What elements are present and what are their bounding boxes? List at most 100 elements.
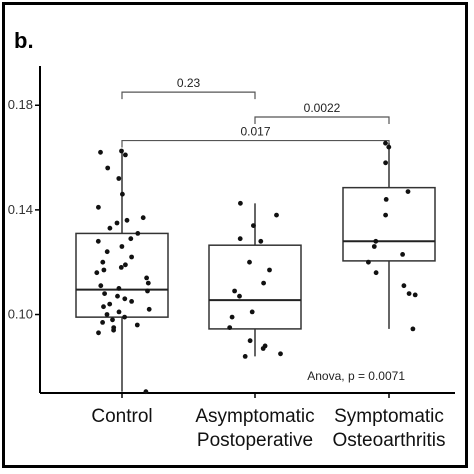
data-point xyxy=(383,197,389,202)
data-point xyxy=(238,200,243,206)
anova-annotation: Anova, p = 0.0071 xyxy=(307,369,405,383)
comparisons: 0.23 0.0022 0.017 xyxy=(121,76,390,148)
data-point xyxy=(371,244,377,249)
data-point xyxy=(122,314,127,320)
category-label-2: Symptomatic xyxy=(334,406,444,427)
data-point xyxy=(401,283,407,289)
data-point xyxy=(227,325,233,330)
box-rect xyxy=(342,186,436,262)
data-point xyxy=(129,299,135,304)
data-point xyxy=(260,346,266,351)
data-point xyxy=(110,317,115,323)
data-point xyxy=(258,238,264,244)
box-rect xyxy=(208,244,302,330)
data-point xyxy=(232,288,238,294)
figure-frame xyxy=(2,2,468,468)
data-point xyxy=(119,148,124,154)
data-point xyxy=(145,280,151,286)
data-point xyxy=(120,191,125,197)
data-point xyxy=(373,270,379,276)
data-point xyxy=(400,252,405,257)
data-point xyxy=(247,338,253,344)
data-point xyxy=(135,231,141,236)
category-label-0: Control xyxy=(91,406,152,427)
box-0 xyxy=(75,151,169,392)
data-point xyxy=(406,291,412,296)
y-tick-label: 0.18 xyxy=(8,97,33,112)
data-point xyxy=(123,262,128,268)
data-point xyxy=(100,320,105,325)
bracket-line xyxy=(254,116,390,125)
data-point xyxy=(94,270,100,276)
box-1 xyxy=(208,203,302,357)
data-point xyxy=(128,236,134,242)
data-point xyxy=(143,389,149,395)
data-point xyxy=(123,152,128,158)
data-point xyxy=(104,312,110,317)
box-2 xyxy=(342,143,436,329)
data-point xyxy=(98,283,104,289)
data-point xyxy=(101,304,106,310)
boxes xyxy=(75,143,436,392)
data-point xyxy=(383,160,388,166)
y-tick-label: 0.10 xyxy=(8,307,33,322)
data-point xyxy=(114,220,120,226)
y-tick-label: 0.14 xyxy=(8,202,33,217)
bracket-line xyxy=(121,139,390,148)
data-point xyxy=(129,254,135,260)
box-rect xyxy=(75,232,169,318)
data-point xyxy=(267,267,272,273)
p-value-label: 0.0022 xyxy=(304,101,341,115)
data-point xyxy=(105,165,111,171)
p-value-label: 0.017 xyxy=(240,125,270,139)
data-point xyxy=(96,204,101,210)
data-point xyxy=(242,354,248,359)
data-point xyxy=(122,296,128,302)
data-point xyxy=(116,286,122,291)
data-point xyxy=(410,326,416,332)
data-point xyxy=(100,259,106,265)
data-point xyxy=(261,280,266,286)
data-point xyxy=(383,140,388,146)
data-point xyxy=(111,327,116,333)
data-point xyxy=(119,244,125,249)
data-point xyxy=(366,259,371,265)
labels: Control Asymptomatic Postoperative Symptoma… xyxy=(91,369,445,451)
data-point xyxy=(95,238,101,244)
data-point xyxy=(101,267,107,273)
data-point xyxy=(134,322,140,328)
data-point xyxy=(251,223,256,229)
comparison-bracket-1: 0.0022 xyxy=(254,101,390,125)
data-point xyxy=(146,306,152,312)
bracket-line xyxy=(121,91,256,100)
axes: 0.10 0.14 0.18 xyxy=(8,66,455,398)
data-point xyxy=(140,215,146,221)
data-point xyxy=(278,351,283,357)
data-point xyxy=(145,288,150,294)
comparison-bracket-0: 0.23 xyxy=(121,76,256,100)
data-point xyxy=(373,238,379,244)
data-point xyxy=(116,309,122,315)
panel-label: b. xyxy=(14,28,34,53)
data-point xyxy=(237,236,243,242)
comparison-bracket-2: 0.017 xyxy=(121,125,390,148)
data-point xyxy=(383,212,388,218)
data-point xyxy=(107,301,113,307)
data-point xyxy=(102,291,107,296)
data-point xyxy=(118,265,124,270)
p-value-label: 0.23 xyxy=(177,76,201,90)
data-point xyxy=(229,314,235,320)
data-point xyxy=(98,149,103,155)
data-point xyxy=(104,249,110,255)
data-point xyxy=(412,292,418,298)
category-label-1: Asymptomatic xyxy=(195,406,314,427)
data-point xyxy=(274,212,279,218)
data-point xyxy=(249,309,255,315)
data-point xyxy=(116,176,122,181)
data-point xyxy=(237,293,242,299)
data-point xyxy=(247,259,252,265)
data-point xyxy=(115,293,120,299)
data-point xyxy=(405,189,411,195)
data-point xyxy=(124,217,130,223)
category-sublabel-2: Osteoarthritis xyxy=(333,430,446,451)
